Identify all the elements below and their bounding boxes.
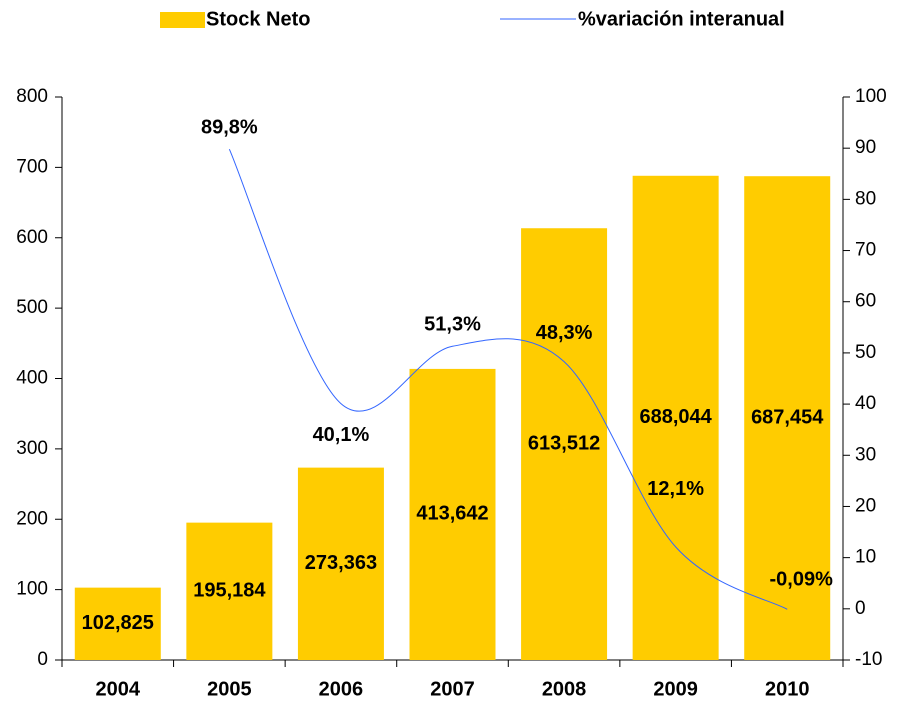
- x-tick-label: 2005: [207, 678, 252, 700]
- bar-label: 195,184: [193, 580, 266, 602]
- y-tick-label: 200: [16, 508, 48, 529]
- y2-tick-label: 50: [855, 342, 876, 363]
- bar-label: 687,454: [751, 406, 824, 428]
- bar: [74, 587, 161, 660]
- y-tick-label: 100: [16, 579, 48, 600]
- y2-tick-label: 0: [855, 598, 866, 619]
- legend-label: %variación interanual: [578, 8, 785, 30]
- y2-tick-label: 80: [855, 188, 876, 209]
- y2-tick-label: 40: [855, 393, 876, 414]
- x-tick-label: 2004: [96, 678, 141, 700]
- line-label: 12,1%: [647, 478, 704, 500]
- x-tick-label: 2006: [319, 678, 364, 700]
- y2-tick-label: 60: [855, 291, 876, 312]
- bar-label: 413,642: [416, 503, 488, 525]
- legend-label: Stock Neto: [206, 8, 310, 30]
- y-tick-label: 500: [16, 297, 48, 318]
- x-tick-label: 2009: [653, 678, 698, 700]
- y2-tick-label: 100: [855, 86, 887, 107]
- y-tick-label: 700: [16, 156, 48, 177]
- bar-label: 273,363: [305, 552, 377, 574]
- bar: [186, 522, 273, 660]
- bar: [297, 467, 384, 660]
- x-tick-label: 2008: [542, 678, 587, 700]
- y2-tick-label: 10: [855, 547, 876, 568]
- x-tick-label: 2007: [430, 678, 475, 700]
- line-label: 89,8%: [201, 116, 258, 138]
- bar: [409, 368, 496, 660]
- legend-swatch: [160, 12, 205, 28]
- y2-tick-label: 70: [855, 240, 876, 261]
- x-tick-label: 2010: [765, 678, 810, 700]
- y2-tick-label: 20: [855, 495, 876, 516]
- bar-label: 613,512: [528, 432, 600, 454]
- y2-tick-label: -10: [855, 649, 882, 670]
- y2-tick-label: 90: [855, 137, 876, 158]
- bar: [632, 175, 719, 660]
- line: [228, 149, 788, 610]
- bar-label: 688,044: [639, 406, 712, 428]
- bar-label: 102,825: [82, 612, 154, 634]
- y-tick-label: 400: [16, 368, 48, 389]
- y-tick-label: 600: [16, 227, 48, 248]
- y2-tick-label: 30: [855, 444, 876, 465]
- y-tick-label: 0: [37, 649, 48, 670]
- line-label: 40,1%: [313, 424, 370, 446]
- bar: [744, 176, 831, 660]
- line-label: 48,3%: [536, 322, 593, 344]
- line-label: -0,09%: [770, 569, 834, 591]
- y-tick-label: 300: [16, 438, 48, 459]
- y-tick-label: 800: [16, 86, 48, 107]
- line-label: 51,3%: [424, 314, 481, 336]
- bar: [521, 228, 608, 660]
